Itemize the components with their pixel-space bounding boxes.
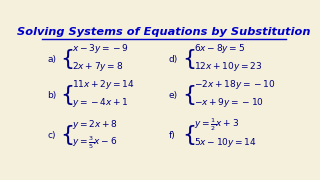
Text: $12x + 10y = 23$: $12x + 10y = 23$ (194, 60, 262, 73)
Text: $5x - 10y = 14$: $5x - 10y = 14$ (194, 136, 257, 149)
Text: c): c) (47, 131, 56, 140)
Text: b): b) (47, 91, 57, 100)
Text: $\{$: $\{$ (182, 83, 195, 107)
Text: d): d) (169, 55, 178, 64)
Text: $\{$: $\{$ (182, 123, 195, 147)
Text: $\{$: $\{$ (182, 47, 195, 71)
Text: $\{$: $\{$ (60, 123, 74, 147)
Text: Solving Systems of Equations by Substitution: Solving Systems of Equations by Substitu… (17, 27, 311, 37)
Text: e): e) (169, 91, 178, 100)
Text: $2x + 7y = 8$: $2x + 7y = 8$ (72, 60, 124, 73)
Text: $6x - 8y = 5$: $6x - 8y = 5$ (194, 42, 245, 55)
Text: f): f) (169, 131, 176, 140)
Text: a): a) (47, 55, 56, 64)
Text: $-2x + 18y = -10$: $-2x + 18y = -10$ (194, 78, 275, 91)
Text: $y = 2x + 8$: $y = 2x + 8$ (72, 118, 118, 131)
Text: $x - 3y = -9$: $x - 3y = -9$ (72, 42, 129, 55)
Text: $y = \frac{1}{2}x + 3$: $y = \frac{1}{2}x + 3$ (194, 116, 239, 133)
Text: $-x + 9y = -10$: $-x + 9y = -10$ (194, 96, 264, 109)
Text: $\{$: $\{$ (60, 83, 74, 107)
Text: $11x + 2y = 14$: $11x + 2y = 14$ (72, 78, 135, 91)
Text: $y = -4x + 1$: $y = -4x + 1$ (72, 96, 129, 109)
Text: $\{$: $\{$ (60, 47, 74, 71)
Text: $y = \frac{3}{5}x - 6$: $y = \frac{3}{5}x - 6$ (72, 135, 117, 151)
